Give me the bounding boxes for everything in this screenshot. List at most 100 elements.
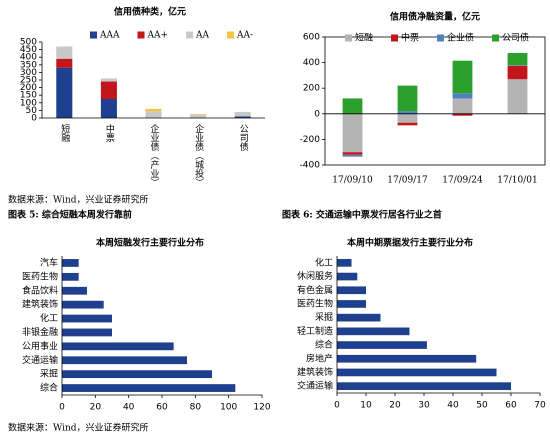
x-tick-label: 17/09/17 xyxy=(387,176,428,186)
y-tick-label: 建筑装饰 xyxy=(297,366,333,378)
y-tick-label: -400 xyxy=(300,161,321,171)
x-tick-label: 60 xyxy=(156,403,168,413)
x-tick-label: 70 xyxy=(534,401,546,411)
y-tick-label: 0 xyxy=(314,109,320,119)
bar-segment xyxy=(397,113,418,123)
y-tick-label: 休闲服务 xyxy=(297,270,333,282)
y-tick-label: 350 xyxy=(20,60,37,70)
y-tick-label: 公用事业 xyxy=(22,340,58,352)
legend-label: 公司债 xyxy=(502,32,529,44)
bar xyxy=(62,370,212,379)
legend-swatch xyxy=(437,34,445,42)
bar-segment xyxy=(190,114,207,115)
y-tick-label: 轻工制造 xyxy=(297,325,333,337)
x-tick-label: 40 xyxy=(447,401,459,411)
bar-segment xyxy=(397,111,418,114)
bar xyxy=(62,259,79,267)
bar-segment xyxy=(342,113,363,153)
x-tick-label: 20 xyxy=(389,401,401,411)
bar xyxy=(62,272,79,281)
bar-segment xyxy=(234,116,251,118)
bar xyxy=(62,356,187,365)
bar xyxy=(337,286,366,295)
bar-segment xyxy=(452,113,473,116)
source-note: 数据来源：Wind，兴业证券研究所 xyxy=(8,422,149,434)
y-tick-label: 综合 xyxy=(315,339,333,351)
legend-swatch xyxy=(90,31,97,39)
bar-segment xyxy=(397,85,418,112)
bar-segment xyxy=(56,58,73,68)
bar-segment xyxy=(56,46,73,59)
bar-segment xyxy=(452,93,473,99)
y-tick-label: 采掘 xyxy=(315,311,333,323)
bar-segment xyxy=(342,154,363,157)
x-tick-label: 40 xyxy=(123,403,135,413)
y-tick-label: 食品饮料 xyxy=(22,284,58,296)
figure-caption: 图表 6: 交通运输中票发行居各行业之首 xyxy=(282,209,442,221)
x-tick-label: 30 xyxy=(418,401,430,411)
source-note: 数据来源：Wind，兴业证券研究所 xyxy=(8,194,149,206)
y-tick-label: 200 xyxy=(303,84,320,94)
legend-label: 企业债 xyxy=(447,32,474,44)
x-tick-label: 17/09/10 xyxy=(332,176,373,186)
bar xyxy=(62,384,236,392)
y-tick-label: 非银金融 xyxy=(22,326,58,338)
bar xyxy=(337,300,366,308)
x-tick-label: 10 xyxy=(360,401,372,411)
x-tick-label: 企业债（城投） xyxy=(193,123,204,187)
y-tick-label: 600 xyxy=(303,33,320,43)
figure-caption: 图表 5: 综合短融本周发行靠前 xyxy=(8,209,132,221)
bar xyxy=(337,259,352,267)
bar xyxy=(337,368,497,377)
bar-segment xyxy=(145,108,162,112)
y-tick-label: 100 xyxy=(20,98,37,108)
bar-segment xyxy=(452,60,473,94)
y-tick-label: 综合 xyxy=(40,382,58,394)
y-tick-label: 50 xyxy=(26,106,38,116)
x-tick-label: 120 xyxy=(253,403,270,413)
y-tick-label: 医药生物 xyxy=(22,270,58,282)
bar xyxy=(337,354,477,363)
y-tick-label: 0 xyxy=(31,114,37,124)
legend-label: 短融 xyxy=(355,32,373,44)
y-tick-label: 医药生物 xyxy=(297,297,333,309)
y-tick-label: 房地产 xyxy=(306,352,333,364)
y-tick-label: 400 xyxy=(20,53,37,63)
y-tick-label: 300 xyxy=(20,68,37,78)
x-tick-label: 50 xyxy=(476,401,488,411)
bar-segment xyxy=(397,122,418,126)
y-tick-label: -200 xyxy=(300,135,321,145)
y-tick-label: 交通运输 xyxy=(297,380,333,392)
y-tick-label: 400 xyxy=(303,58,320,68)
x-tick-label: 0 xyxy=(334,401,340,411)
legend-swatch xyxy=(345,34,352,42)
legend-label: AAA xyxy=(99,31,120,41)
bar-segment xyxy=(56,67,73,118)
x-tick-label: 企业债（产业） xyxy=(149,123,160,187)
chart-title: 本周短融发行主要行业分布 xyxy=(96,237,204,249)
y-tick-label: 有色金属 xyxy=(297,284,333,296)
y-tick-label: 150 xyxy=(20,91,37,101)
bar-segment xyxy=(342,98,363,114)
y-tick-label: 采掘 xyxy=(40,368,58,380)
bar xyxy=(337,327,410,336)
x-tick-label: 80 xyxy=(190,403,202,413)
legend-label: AA- xyxy=(236,31,253,41)
legend-label: AA xyxy=(195,31,209,41)
bar xyxy=(62,314,112,323)
bar-segment xyxy=(452,98,473,114)
y-tick-label: 化工 xyxy=(40,312,58,324)
legend-swatch xyxy=(227,31,235,39)
chart-title: 信用债种类，亿元 xyxy=(114,6,186,18)
x-tick-label: 公司债 xyxy=(238,124,249,152)
x-tick-label: 短融 xyxy=(59,123,70,143)
bar xyxy=(337,313,381,322)
bar xyxy=(62,300,104,309)
x-tick-label: 17/10/01 xyxy=(497,176,537,186)
bar-segment xyxy=(100,81,117,99)
bar-segment xyxy=(507,65,528,80)
chart-title: 信用债净融资量，亿元 xyxy=(390,11,480,23)
bar xyxy=(337,272,358,281)
